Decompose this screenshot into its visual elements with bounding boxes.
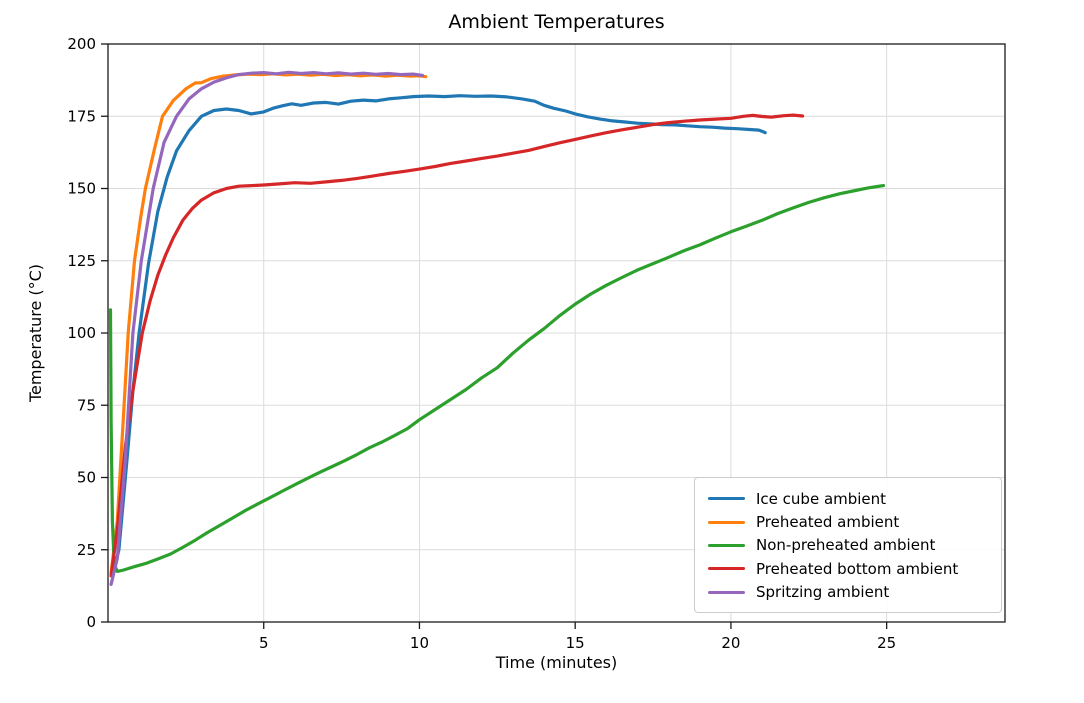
legend-label: Non-preheated ambient	[756, 536, 936, 555]
series-line	[109, 113, 805, 578]
x-tick-label: 10	[410, 634, 429, 652]
legend-line-swatch	[708, 497, 745, 501]
series-line	[111, 94, 767, 578]
legend-line-swatch	[708, 567, 745, 571]
legend-item-preheated-ambient: Preheated ambient	[708, 513, 989, 531]
y-axis-label: Temperature (°C)	[26, 263, 45, 403]
chart-title: Ambient Temperatures	[448, 11, 665, 33]
x-tick-label: 20	[721, 634, 740, 652]
y-tick-label: 125	[67, 252, 96, 270]
legend-item-preheated-bottom-ambient: Preheated bottom ambient	[708, 560, 989, 578]
legend-label: Preheated ambient	[756, 513, 900, 532]
y-tick-label: 100	[67, 324, 96, 342]
legend-line-swatch	[708, 543, 745, 547]
legend-line-swatch	[708, 590, 745, 594]
x-tick-label: 15	[566, 634, 585, 652]
series-line	[109, 70, 425, 587]
legend-item-spritzing-ambient: Spritzing ambient	[708, 583, 989, 601]
y-tick-label: 200	[67, 35, 96, 53]
y-tick-label: 0	[86, 613, 96, 631]
legend-line-swatch	[708, 520, 745, 524]
x-tick-label: 5	[259, 634, 269, 652]
y-tick-label: 75	[77, 396, 96, 414]
legend-label: Preheated bottom ambient	[756, 559, 959, 578]
legend-label: Spritzing ambient	[756, 583, 890, 602]
y-tick-label: 150	[67, 180, 96, 198]
y-tick-label: 175	[67, 107, 96, 125]
legend-item-non-preheated-ambient: Non-preheated ambient	[708, 536, 989, 554]
legend-item-ice-cube-ambient: Ice cube ambient	[708, 490, 989, 508]
series-line	[108, 184, 886, 574]
x-axis-label: Time (minutes)	[495, 653, 618, 672]
y-tick-label: 25	[77, 541, 96, 559]
legend: Ice cube ambient Preheated ambient Non-p…	[694, 477, 1002, 613]
y-tick-label: 50	[77, 469, 96, 487]
x-tick-label: 25	[877, 634, 896, 652]
legend-label: Ice cube ambient	[756, 489, 887, 508]
